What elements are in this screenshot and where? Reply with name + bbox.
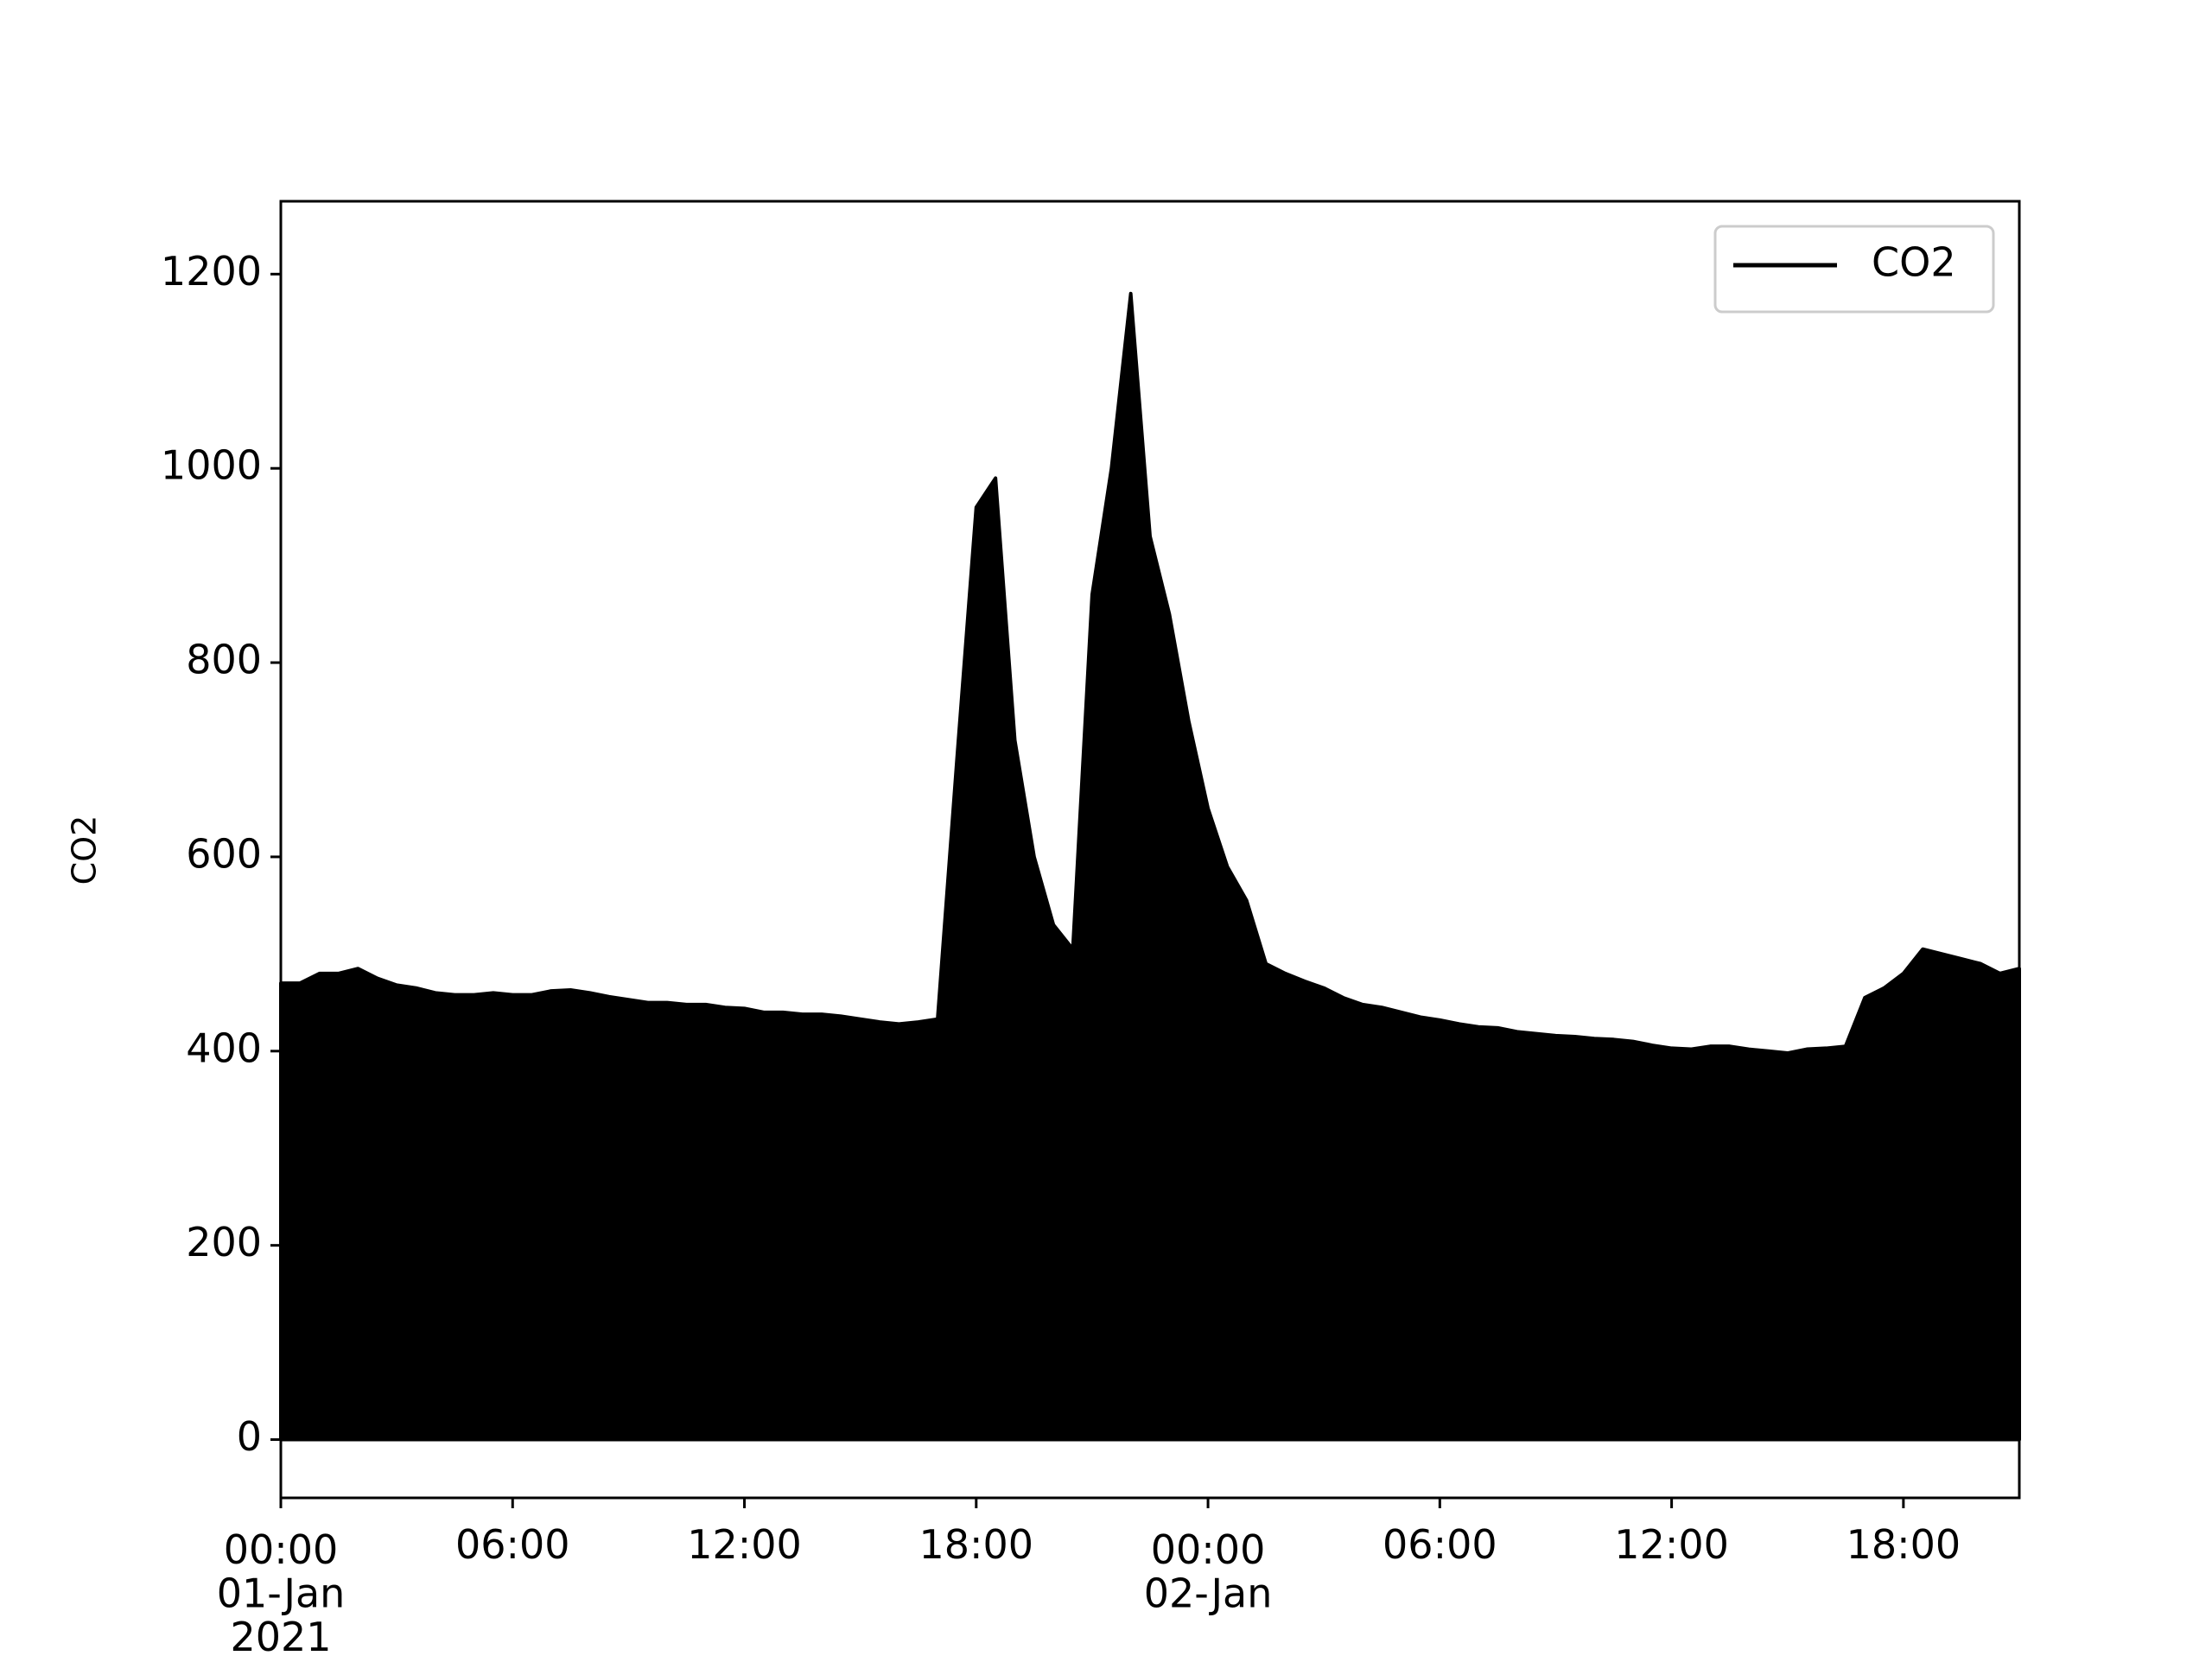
x-tick-label: 00:00 01-Jan 2021: [217, 1526, 346, 1659]
legend-label: CO2: [1872, 239, 1956, 286]
y-tick-label: 0: [237, 1413, 262, 1460]
y-tick-label: 1000: [161, 442, 262, 489]
x-tick-label: 18:00: [919, 1521, 1034, 1568]
y-tick-label: 600: [186, 830, 262, 877]
y-tick-label: 400: [186, 1024, 262, 1071]
x-tick-label: 06:00: [1382, 1521, 1497, 1568]
x-tick-label: 06:00: [455, 1521, 570, 1568]
x-tick-label: 18:00: [1847, 1521, 1961, 1568]
area: [279, 291, 2021, 1442]
y-tick-label: 200: [186, 1219, 262, 1266]
y-axis-label: CO2: [66, 815, 104, 885]
y-tick-label: 800: [186, 637, 262, 683]
plot-frame: [279, 200, 2021, 1500]
x-tick-label: 00:00 02-Jan: [1144, 1526, 1273, 1617]
x-tick-label: 12:00: [1614, 1521, 1729, 1568]
legend-box: [1713, 225, 1995, 314]
y-tick-label: 1200: [161, 248, 262, 295]
x-tick-label: 12:00: [687, 1521, 802, 1568]
